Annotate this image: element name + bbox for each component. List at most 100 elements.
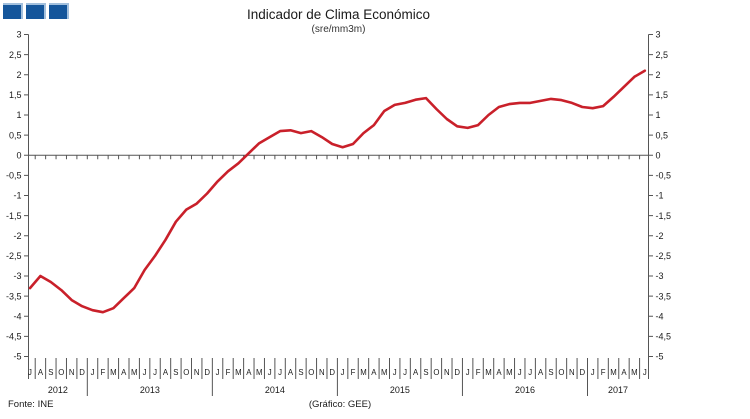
y-tick-label-left: 1 xyxy=(16,110,21,120)
month-label: J xyxy=(591,368,595,377)
month-label: D xyxy=(204,368,210,377)
month-label: J xyxy=(466,368,470,377)
month-label: M xyxy=(381,368,388,377)
month-label: M xyxy=(256,368,263,377)
month-label: F xyxy=(351,368,356,377)
month-label: F xyxy=(226,368,231,377)
y-tick-label-left: -5 xyxy=(13,352,21,362)
month-label: J xyxy=(216,368,220,377)
y-tick-label-right: -4,5 xyxy=(656,332,672,342)
month-label: M xyxy=(610,368,617,377)
year-label: 2017 xyxy=(608,385,628,395)
y-tick-label-right: 1 xyxy=(656,110,661,120)
y-tick-label-right: -2 xyxy=(656,231,664,241)
month-label: M xyxy=(485,368,492,377)
y-tick-label-left: -4,5 xyxy=(6,332,22,342)
month-label: N xyxy=(569,368,575,377)
y-tick-label-right: -1 xyxy=(656,191,664,201)
month-label: A xyxy=(621,368,627,377)
month-label: A xyxy=(163,368,169,377)
month-label: J xyxy=(153,368,157,377)
y-tick-label-left: -2 xyxy=(13,231,21,241)
year-label: 2016 xyxy=(515,385,535,395)
y-tick-label-right: 2 xyxy=(656,70,661,80)
y-tick-label-left: 0 xyxy=(16,150,21,160)
month-label: A xyxy=(288,368,294,377)
month-label: N xyxy=(69,368,75,377)
month-label: M xyxy=(235,368,242,377)
month-label: A xyxy=(121,368,127,377)
data-line xyxy=(28,69,647,314)
y-tick-label-right: 3 xyxy=(656,30,661,40)
y-tick-label-left: -2,5 xyxy=(6,251,22,261)
month-label: N xyxy=(194,368,200,377)
month-label: J xyxy=(91,368,95,377)
month-label: S xyxy=(423,368,428,377)
month-label: A xyxy=(496,368,502,377)
month-label: D xyxy=(329,368,335,377)
month-label: J xyxy=(341,368,345,377)
chart-title: Indicador de Clima Económico xyxy=(246,7,431,22)
y-tick-label-left: -0,5 xyxy=(6,171,22,181)
source-note: Fonte: INE xyxy=(8,399,54,410)
month-label: M xyxy=(360,368,367,377)
logo-square xyxy=(3,3,23,19)
y-tick-label-right: 0 xyxy=(656,150,661,160)
y-tick-label-right: -1,5 xyxy=(656,211,672,221)
month-label: S xyxy=(48,368,53,377)
month-label: A xyxy=(371,368,377,377)
y-tick-label-right: -4 xyxy=(656,311,664,321)
month-label: S xyxy=(298,368,303,377)
month-label: A xyxy=(538,368,544,377)
month-label: J xyxy=(268,368,272,377)
logo-square xyxy=(49,3,69,19)
month-label: M xyxy=(110,368,117,377)
month-label: O xyxy=(58,368,64,377)
y-tick-label-left: 2,5 xyxy=(9,50,22,60)
month-label: O xyxy=(433,368,439,377)
month-label: F xyxy=(476,368,481,377)
month-label: A xyxy=(413,368,419,377)
month-label: J xyxy=(143,368,147,377)
month-label: J xyxy=(28,368,32,377)
month-label: A xyxy=(38,368,44,377)
month-label: O xyxy=(308,368,314,377)
month-label: J xyxy=(403,368,407,377)
logo-square xyxy=(26,3,46,19)
y-tick-label-left: -1 xyxy=(13,191,21,201)
chart-subtitle: (sre/mm3m) xyxy=(311,24,366,35)
y-tick-label-left: 3 xyxy=(16,30,21,40)
y-tick-label-right: -2,5 xyxy=(656,251,672,261)
year-label: 2012 xyxy=(48,385,68,395)
month-label: S xyxy=(173,368,178,377)
y-tick-label-left: -1,5 xyxy=(6,211,22,221)
y-tick-label-right: -0,5 xyxy=(656,171,672,181)
month-label: F xyxy=(101,368,106,377)
month-label: O xyxy=(558,368,564,377)
month-label: J xyxy=(528,368,532,377)
month-label: M xyxy=(631,368,638,377)
month-label: M xyxy=(506,368,513,377)
month-label: O xyxy=(183,368,189,377)
credit-note: (Gráfico: GEE) xyxy=(308,399,372,410)
y-tick-label-right: 2,5 xyxy=(656,50,669,60)
y-tick-label-left: 2 xyxy=(16,70,21,80)
month-label: M xyxy=(131,368,138,377)
y-tick-label-right: 0,5 xyxy=(656,130,669,140)
y-tick-label-right: -5 xyxy=(656,352,664,362)
month-label: N xyxy=(319,368,325,377)
y-tick-label-left: 1,5 xyxy=(9,90,22,100)
month-label: D xyxy=(79,368,85,377)
month-label: S xyxy=(548,368,553,377)
year-label: 2013 xyxy=(140,385,160,395)
y-tick-label-left: -4 xyxy=(13,311,21,321)
month-label: J xyxy=(643,368,647,377)
year-label: 2015 xyxy=(390,385,410,395)
year-label: 2014 xyxy=(265,385,285,395)
month-label: D xyxy=(579,368,585,377)
month-label: A xyxy=(246,368,252,377)
month-label: F xyxy=(601,368,606,377)
y-tick-label-right: 1,5 xyxy=(656,90,669,100)
